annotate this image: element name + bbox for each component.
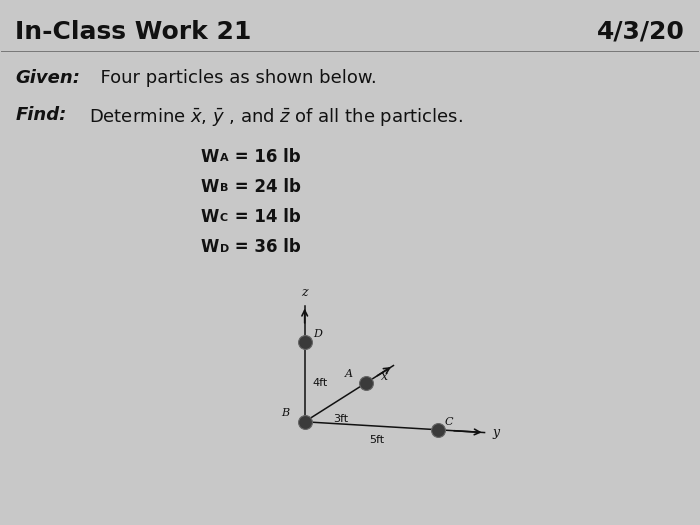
Text: C: C <box>220 213 228 224</box>
Text: A: A <box>345 369 354 379</box>
Text: 5ft: 5ft <box>370 435 384 445</box>
Text: = 14 lb: = 14 lb <box>230 208 301 226</box>
Text: B: B <box>220 183 228 193</box>
Text: W: W <box>200 208 218 226</box>
Text: = 24 lb: = 24 lb <box>230 178 301 196</box>
Text: In-Class Work 21: In-Class Work 21 <box>15 19 252 44</box>
Text: A: A <box>220 153 228 163</box>
Text: 4ft: 4ft <box>313 379 328 388</box>
Text: Find:: Find: <box>15 106 66 124</box>
Text: 3ft: 3ft <box>333 414 349 424</box>
Text: Given:: Given: <box>15 69 80 87</box>
Text: x: x <box>381 370 388 383</box>
Text: Determine $\bar{x}$, $\bar{y}$ , and $\bar{z}$ of all the particles.: Determine $\bar{x}$, $\bar{y}$ , and $\b… <box>88 106 463 128</box>
Text: = 36 lb: = 36 lb <box>230 238 301 257</box>
Text: = 16 lb: = 16 lb <box>230 148 301 165</box>
Text: y: y <box>493 426 500 439</box>
Text: Four particles as shown below.: Four particles as shown below. <box>88 69 377 87</box>
Text: C: C <box>445 417 454 427</box>
Text: D: D <box>220 244 229 254</box>
Text: 4/3/20: 4/3/20 <box>597 19 685 44</box>
Text: D: D <box>313 329 322 339</box>
Text: z: z <box>302 287 308 299</box>
Text: W: W <box>200 148 218 165</box>
Text: B: B <box>281 407 289 417</box>
Text: W: W <box>200 238 218 257</box>
Text: W: W <box>200 178 218 196</box>
